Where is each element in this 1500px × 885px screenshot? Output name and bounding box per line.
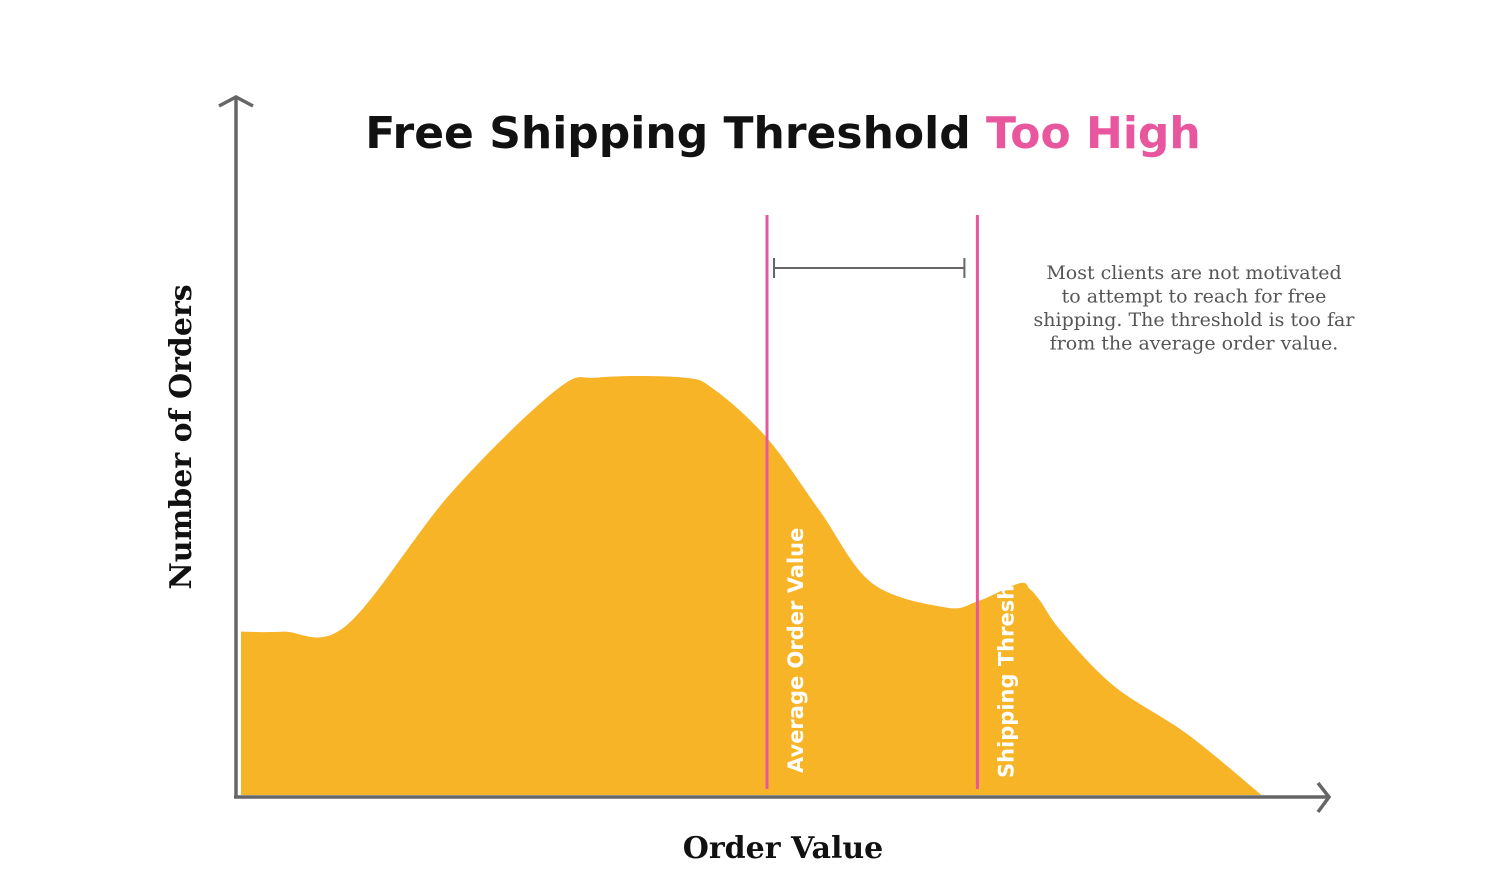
x-axis-label: Order Value	[683, 831, 884, 866]
axes	[218, 95, 1332, 814]
order-distribution-area	[241, 376, 1262, 795]
chart-title-part-1: Too High	[986, 108, 1201, 159]
gap-bracket	[773, 258, 966, 278]
annotation-text: Most clients are not motivated to attempt…	[1034, 262, 1356, 355]
marker-label-shipping-threshold: Shipping Threshold	[994, 548, 1018, 778]
annotation-line: Most clients are not motivated	[1046, 262, 1341, 284]
annotation-line: shipping. The threshold is too far	[1034, 309, 1356, 331]
chart-title-part-0: Free Shipping Threshold	[365, 108, 986, 159]
annotation-line: from the average order value.	[1050, 333, 1339, 355]
marker-label-average-order-value: Average Order Value	[784, 528, 808, 773]
markers-layer: Average Order Value Shipping Threshold	[765, 215, 1018, 789]
chart-title: Free Shipping Threshold Too High	[365, 108, 1200, 159]
y-axis-label: Number of Orders	[164, 284, 199, 589]
annotation-line: to attempt to reach for free	[1062, 286, 1327, 308]
x-axis-arrowhead	[1316, 781, 1332, 814]
y-axis-arrowhead	[218, 95, 254, 108]
